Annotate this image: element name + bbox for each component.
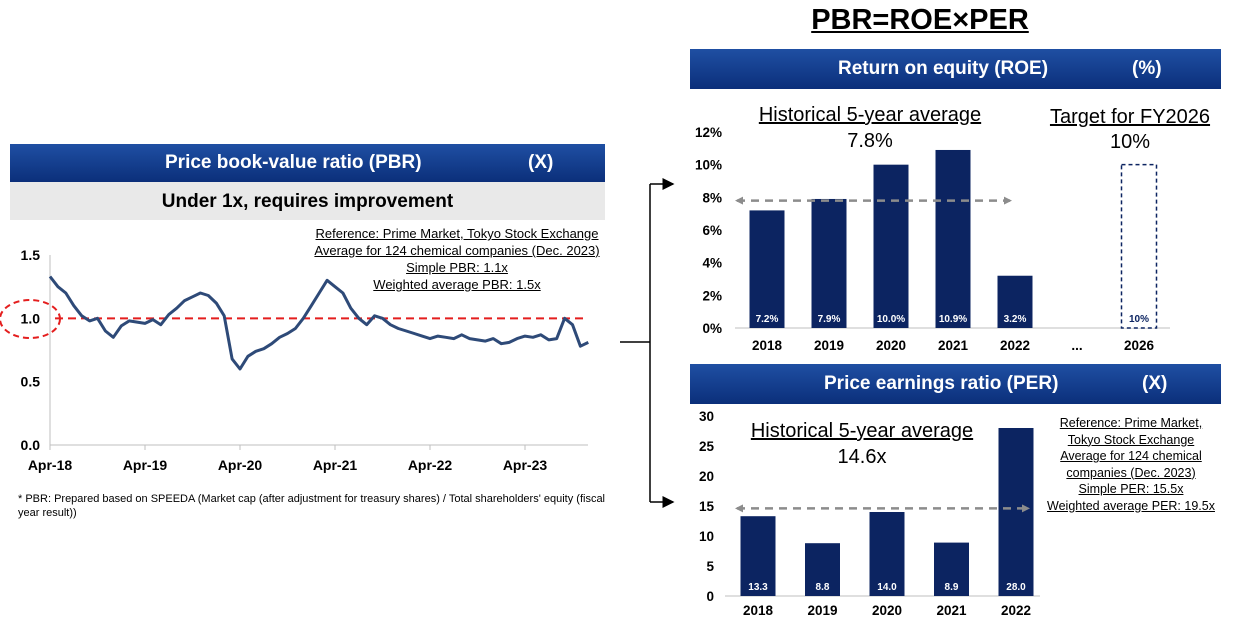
- roe-bar-label: 7.2%: [756, 314, 779, 325]
- per-y-tick-label: 15: [699, 499, 715, 514]
- per-reference-line: Weighted average PER: 19.5x: [1047, 498, 1215, 513]
- roe-bar-label: 3.2%: [1004, 314, 1027, 325]
- pbr-y-tick-label: 1.5: [21, 247, 41, 263]
- pbr-series-line: [48, 275, 589, 371]
- pbr-reference-line: Average for 124 chemical companies (Dec.…: [314, 243, 600, 258]
- roe-y-tick-label: 2%: [702, 288, 722, 303]
- per-y-tick-label: 5: [706, 559, 714, 574]
- per-y-tick-label: 20: [699, 469, 714, 484]
- roe-bar: [935, 149, 971, 328]
- per-x-tick-label: 2021: [936, 603, 967, 618]
- per-bar: [934, 542, 969, 596]
- roe-header: Return on equity (ROE) (%): [690, 49, 1221, 89]
- roe-y-tick-label: 8%: [702, 190, 722, 205]
- per-reference-line: Simple PER: 15.5x: [1078, 482, 1184, 496]
- per-bar-label: 28.0: [1006, 582, 1026, 593]
- roe-hist-value: 7.8%: [847, 130, 893, 152]
- roe-bar-chart: 0% 2% 4% 6% 8% 10% 12% 7.2% 7.9% 10.0% 10.9% 3.2% 1…: [695, 125, 1170, 353]
- per-bar-label: 8.9: [945, 582, 959, 593]
- per-x-tick-label: 2022: [1001, 603, 1031, 618]
- per-reference-line: companies (Dec. 2023): [1066, 465, 1196, 480]
- roe-bar-label: 10%: [1129, 314, 1149, 325]
- pbr-reference: Reference: Prime Market, Tokyo Stock Exc…: [307, 225, 607, 293]
- pbr-x-tick-label: Apr-22: [408, 457, 453, 473]
- roe-y-tick-label: 6%: [702, 223, 722, 238]
- pbr-x-tick-label: Apr-21: [313, 457, 358, 473]
- per-bar-label: 13.3: [748, 582, 768, 593]
- per-bar: [805, 543, 840, 596]
- per-header: Price earnings ratio (PER) (X): [690, 364, 1221, 404]
- roe-x-tick-label: 2018: [752, 338, 783, 353]
- pbr-y-tick-label: 1.0: [21, 310, 41, 326]
- pbr-header: Price book-value ratio (PBR) (X): [10, 144, 605, 182]
- per-bar: [869, 512, 905, 596]
- pbr-line-chart: 0.0 0.5 1.0 1.5 Apr-18 Apr-19 Apr-20 Apr-21 Apr…: [0, 247, 589, 473]
- roe-target-value: 10%: [1109, 131, 1151, 153]
- pbr-reference-line: Reference: Prime Market, Tokyo Stock Exc…: [315, 226, 599, 241]
- roe-bar-label: 10.0%: [877, 314, 905, 325]
- roe-bar-label: 10.9%: [939, 314, 967, 325]
- per-y-tick-label: 30: [699, 409, 714, 424]
- pbr-reference-line: Weighted average PBR: 1.5x: [373, 277, 541, 292]
- pbr-footnote: * PBR: Prepared based on SPEEDA (Market …: [18, 493, 606, 519]
- pbr-x-tick-label: Apr-19: [123, 457, 168, 473]
- per-hist-value: 14.6x: [837, 446, 887, 468]
- per-reference: Reference: Prime Market, Tokyo Stock Exc…: [1036, 415, 1226, 514]
- roe-x-tick-label: 2020: [876, 338, 906, 353]
- connector-arrows: [620, 178, 675, 508]
- roe-header-title: Return on equity (ROE): [838, 58, 1049, 79]
- roe-bar: [997, 275, 1033, 328]
- per-hist-label: Historical 5-year average: [750, 420, 974, 442]
- per-x-tick-label: 2019: [807, 603, 837, 618]
- pbr-header-title: Price book-value ratio (PBR): [165, 152, 422, 173]
- roe-x-tick-label: ...: [1071, 338, 1082, 353]
- pbr-y-tick-label: 0.0: [21, 437, 41, 453]
- per-bar-label: 14.0: [877, 582, 897, 593]
- roe-x-tick-label: 2026: [1124, 338, 1155, 353]
- pbr-subtitle-bar: Under 1x, requires improvement: [10, 182, 605, 220]
- roe-bar-label: 7.9%: [818, 314, 841, 325]
- per-y-tick-label: 0: [706, 589, 714, 604]
- per-y-tick-label: 10: [699, 529, 714, 544]
- roe-y-tick-label: 10%: [695, 158, 722, 173]
- roe-bar: [749, 210, 785, 328]
- per-reference-line: Tokyo Stock Exchange: [1067, 432, 1195, 447]
- main-title: PBR=ROE×PER: [811, 4, 1029, 36]
- roe-y-tick-label: 0%: [702, 321, 722, 336]
- roe-y-tick-label: 12%: [695, 125, 722, 140]
- per-x-tick-label: 2018: [743, 603, 774, 618]
- pbr-y-tick-label: 0.5: [21, 374, 41, 390]
- roe-header-unit: (%): [1132, 58, 1162, 79]
- per-x-tick-label: 2020: [872, 603, 902, 618]
- roe-bar: [873, 164, 909, 328]
- pbr-x-tick-label: Apr-23: [503, 457, 548, 473]
- roe-x-tick-label: 2019: [814, 338, 844, 353]
- per-bar: [998, 428, 1034, 596]
- roe-y-tick-label: 4%: [702, 256, 722, 271]
- roe-x-tick-label: 2021: [938, 338, 969, 353]
- roe-hist-label: Historical 5-year average: [758, 104, 982, 126]
- per-y-tick-label: 25: [699, 439, 715, 454]
- pbr-reference-line: Simple PBR: 1.1x: [406, 260, 508, 275]
- per-bar: [740, 516, 776, 596]
- roe-x-tick-label: 2022: [1000, 338, 1030, 353]
- roe-target-label: Target for FY2026: [1049, 106, 1211, 128]
- per-reference-line: Reference: Prime Market,: [1059, 416, 1203, 430]
- pbr-header-unit: (X): [528, 152, 554, 173]
- per-header-title: Price earnings ratio (PER): [824, 373, 1059, 394]
- per-reference-line: Average for 124 chemical: [1060, 449, 1202, 463]
- per-bar-label: 8.8: [816, 582, 830, 593]
- roe-target-bar: [1120, 163, 1158, 329]
- pbr-x-tick-label: Apr-18: [28, 457, 73, 473]
- per-header-unit: (X): [1142, 373, 1168, 394]
- roe-bar: [811, 198, 847, 328]
- pbr-x-tick-label: Apr-20: [218, 457, 263, 473]
- per-bar-chart: 0 5 10 15 20 25 30 13.3 8.8 14.0 8.9 28.0 2018 2019…: [699, 409, 1040, 618]
